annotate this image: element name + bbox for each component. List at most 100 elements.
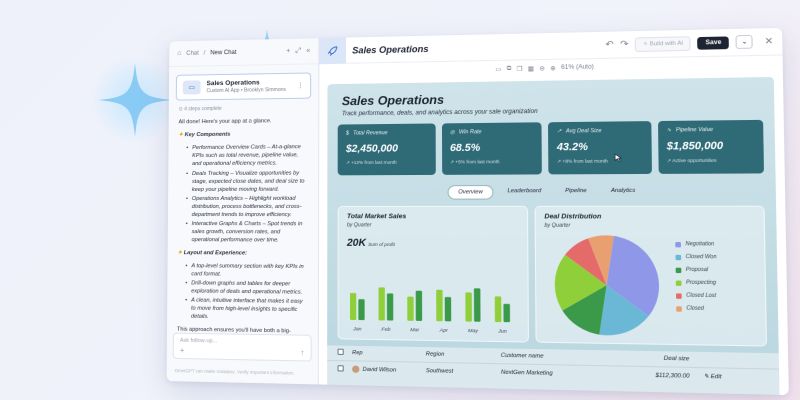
bar xyxy=(445,297,451,321)
breadcrumb-root[interactable]: Chat xyxy=(186,50,199,56)
x-tick-label: Jun xyxy=(497,328,507,335)
list-item: Performance Overview Cards – At-a-glance… xyxy=(186,143,308,168)
assistant-message: All done! Here's your app at a glance. ✦… xyxy=(167,117,318,354)
zoom-level[interactable]: 61% (Auto) xyxy=(561,64,594,71)
legend-label: Closed xyxy=(686,305,704,312)
legend-swatch xyxy=(676,293,682,298)
list-item: Operations Analytics – Highlight workloa… xyxy=(186,195,308,220)
expand-icon[interactable]: ⤢ xyxy=(295,47,301,55)
legend-item: Closed Lost xyxy=(676,292,717,299)
edit-button[interactable]: ✎ Edit xyxy=(690,373,722,380)
tab-analytics[interactable]: Analytics xyxy=(601,185,646,200)
collapse-icon[interactable]: « xyxy=(306,47,310,54)
tab-leaderboard[interactable]: Leaderboard xyxy=(498,185,551,200)
panel-title: Deal Distribution xyxy=(544,213,601,220)
sum-value: 20K Sum of profit xyxy=(347,238,395,250)
kpi-row: $ Total Revenue $2,450,000 ↗ +12% from la… xyxy=(338,120,764,175)
list-item: Deals Tracking – Visualize opportunities… xyxy=(186,169,308,194)
cursor-icon xyxy=(613,153,622,163)
select-all-checkbox[interactable] xyxy=(338,349,344,355)
tab-overview[interactable]: Overview xyxy=(448,185,494,200)
chat-input[interactable]: Ask follow-up... + ↑ xyxy=(173,333,312,362)
zoom-in-icon[interactable]: ⊕ xyxy=(550,64,556,71)
legend-swatch xyxy=(676,306,682,311)
app-card[interactable]: ▭ Sales Operations Custom AI App • Brook… xyxy=(176,72,311,100)
dashboard-canvas: Sales Operations Track performance, deal… xyxy=(327,77,779,395)
plus-icon[interactable]: + xyxy=(286,48,290,55)
disclaimer: OmniGPT can make mistakes. Verify import… xyxy=(175,368,295,376)
zoom-out-icon[interactable]: ⊖ xyxy=(539,65,544,72)
kpi-card-pipeline-value[interactable]: ∿ Pipeline Value $1,850,000 ↗ Active oppo… xyxy=(657,120,764,174)
copy-icon[interactable]: ❐ xyxy=(517,65,523,72)
components-list: Performance Overview Cards – At-a-glance… xyxy=(178,143,308,245)
sparkle-icon: ✦ xyxy=(178,132,183,138)
list-item: Interactive Graphs & Charts – Spot trend… xyxy=(186,220,308,245)
preview-title: Sales Operations xyxy=(352,43,428,55)
kpi-value: 43.2% xyxy=(557,141,642,153)
attach-plus-icon[interactable]: + xyxy=(180,346,185,355)
app-preview-pane: Sales Operations ↶ ↷ ✧ Build with AI Sav… xyxy=(319,28,789,395)
tab-pipeline[interactable]: Pipeline xyxy=(555,185,596,200)
more-icon[interactable]: ⋮ xyxy=(297,82,304,90)
kpi-delta: ↗ +5% from last month xyxy=(450,159,533,166)
kpi-delta: ↗ Active opportunities xyxy=(667,157,755,164)
x-tick-label: Feb xyxy=(381,327,390,333)
column-header[interactable]: Rep xyxy=(352,350,426,358)
column-header[interactable]: Deal size xyxy=(622,355,690,363)
legend-swatch xyxy=(675,241,681,246)
bar xyxy=(358,299,364,320)
deal-distribution-panel: Deal Distribution by Quarter Negotiation… xyxy=(535,206,768,347)
panel-title: Total Market Sales xyxy=(347,213,406,220)
bar xyxy=(474,288,481,322)
column-header[interactable]: Customer name xyxy=(501,353,622,362)
pulse-icon: ∿ xyxy=(666,127,671,133)
x-tick-label: May xyxy=(468,328,479,335)
frame-icon[interactable]: ⧉ xyxy=(507,65,512,72)
save-dropdown-chevron-icon[interactable]: ⌄ xyxy=(736,35,753,49)
trend-icon: ↗ xyxy=(557,128,562,134)
legend-label: Prospecting xyxy=(686,280,716,287)
dashboard-tabs: Overview Leaderboard Pipeline Analytics xyxy=(327,184,776,200)
home-icon[interactable]: ⌂ xyxy=(177,50,181,57)
grid-icon[interactable]: ▦ xyxy=(528,65,534,72)
undo-icon[interactable]: ↶ xyxy=(605,39,613,51)
close-icon[interactable]: ✕ xyxy=(764,35,773,47)
legend-item: Negotiation xyxy=(675,241,716,248)
bar xyxy=(503,304,510,322)
message-intro: All done! Here's your app at a glance. xyxy=(179,117,308,127)
x-tick-label: Apr xyxy=(439,327,449,333)
sparkle-large-icon xyxy=(90,55,180,145)
target-icon: ◎ xyxy=(450,129,455,135)
chat-header: ⌂ Chat / New Chat + ⤢ « xyxy=(169,38,318,67)
bar xyxy=(350,293,356,320)
pencil-icon: ✎ xyxy=(704,373,709,380)
list-item: A clean, intuitive interface that makes … xyxy=(185,296,308,322)
chat-panel: ⌂ Chat / New Chat + ⤢ « ▭ Sales Operatio… xyxy=(167,38,320,384)
layout-list: A top-level summary section with key KPI… xyxy=(177,262,308,323)
send-icon[interactable]: ↑ xyxy=(300,348,304,357)
market-sales-panel: Total Market Sales by Quarter 20K Sum of … xyxy=(338,206,529,343)
kpi-card-win-rate[interactable]: ◎ Win Rate 68.5% ↗ +5% from last month xyxy=(441,122,541,175)
app-card-title: Sales Operations xyxy=(207,79,287,87)
device-icon[interactable]: ▭ xyxy=(495,65,501,72)
x-tick-label: Jan xyxy=(352,326,362,332)
legend-label: Proposal xyxy=(686,267,708,274)
legend-swatch xyxy=(675,254,681,259)
redo-icon[interactable]: ↷ xyxy=(620,39,628,51)
bar xyxy=(379,287,385,320)
breadcrumb-current: New Chat xyxy=(210,49,236,55)
sparkle-icon: ✦ xyxy=(178,250,183,256)
column-header[interactable]: Region xyxy=(426,351,501,359)
list-item: Drill-down graphs and tables for deeper … xyxy=(185,279,307,297)
panel-subtitle: by Quarter xyxy=(544,223,570,229)
legend-label: Closed Lost xyxy=(686,292,716,299)
save-button[interactable]: Save xyxy=(698,36,730,49)
app-card-subtitle: Custom AI App • Brooklyn Simmons xyxy=(206,87,286,94)
legend-swatch xyxy=(676,280,682,285)
kpi-card-total-revenue[interactable]: $ Total Revenue $2,450,000 ↗ +12% from la… xyxy=(338,123,436,175)
kpi-card-avg-deal-size[interactable]: ↗ Avg Deal Size 43.2% ↗ +8% from last mon… xyxy=(548,121,651,174)
row-checkbox[interactable] xyxy=(338,365,344,371)
pie-legend: Negotiation Closed Won Proposal Prospecting… xyxy=(675,241,717,319)
build-with-ai-input[interactable]: ✧ Build with AI xyxy=(635,36,691,52)
legend-item: Closed xyxy=(676,305,717,312)
